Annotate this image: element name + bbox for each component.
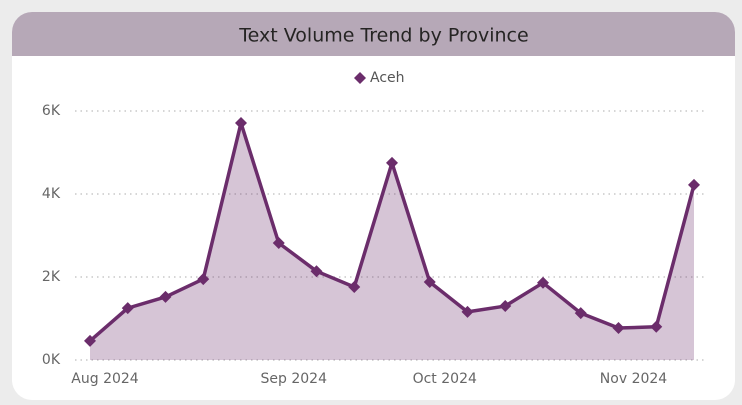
marker (159, 290, 172, 303)
x-tick-label: Nov 2024 (600, 371, 667, 387)
marker (272, 236, 285, 249)
chart-title: Text Volume Trend by Province (238, 25, 528, 47)
marker (650, 320, 663, 333)
marker (499, 300, 512, 313)
marker (121, 302, 134, 315)
x-tick-label: Oct 2024 (413, 371, 477, 387)
y-tick-label: 0K (42, 352, 61, 368)
marker (84, 334, 96, 347)
header-band (12, 12, 735, 56)
marker (612, 322, 625, 335)
marker (688, 178, 700, 191)
y-tick-label: 2K (42, 269, 61, 285)
marker (197, 273, 210, 286)
marker (235, 117, 247, 130)
marker (348, 280, 361, 293)
area (90, 123, 694, 360)
card (12, 12, 735, 400)
marker (461, 305, 474, 318)
x-tick-label: Sep 2024 (261, 371, 328, 387)
marker (423, 275, 436, 288)
y-tick-label: 4K (42, 186, 61, 202)
x-tick-label: Aug 2024 (71, 371, 139, 387)
marker (537, 276, 549, 289)
marker (386, 156, 398, 169)
legend-label: Aceh (370, 70, 405, 86)
y-tick-label: 6K (42, 103, 61, 119)
marker (574, 307, 587, 320)
marker (310, 265, 323, 278)
legend-marker (354, 72, 366, 84)
